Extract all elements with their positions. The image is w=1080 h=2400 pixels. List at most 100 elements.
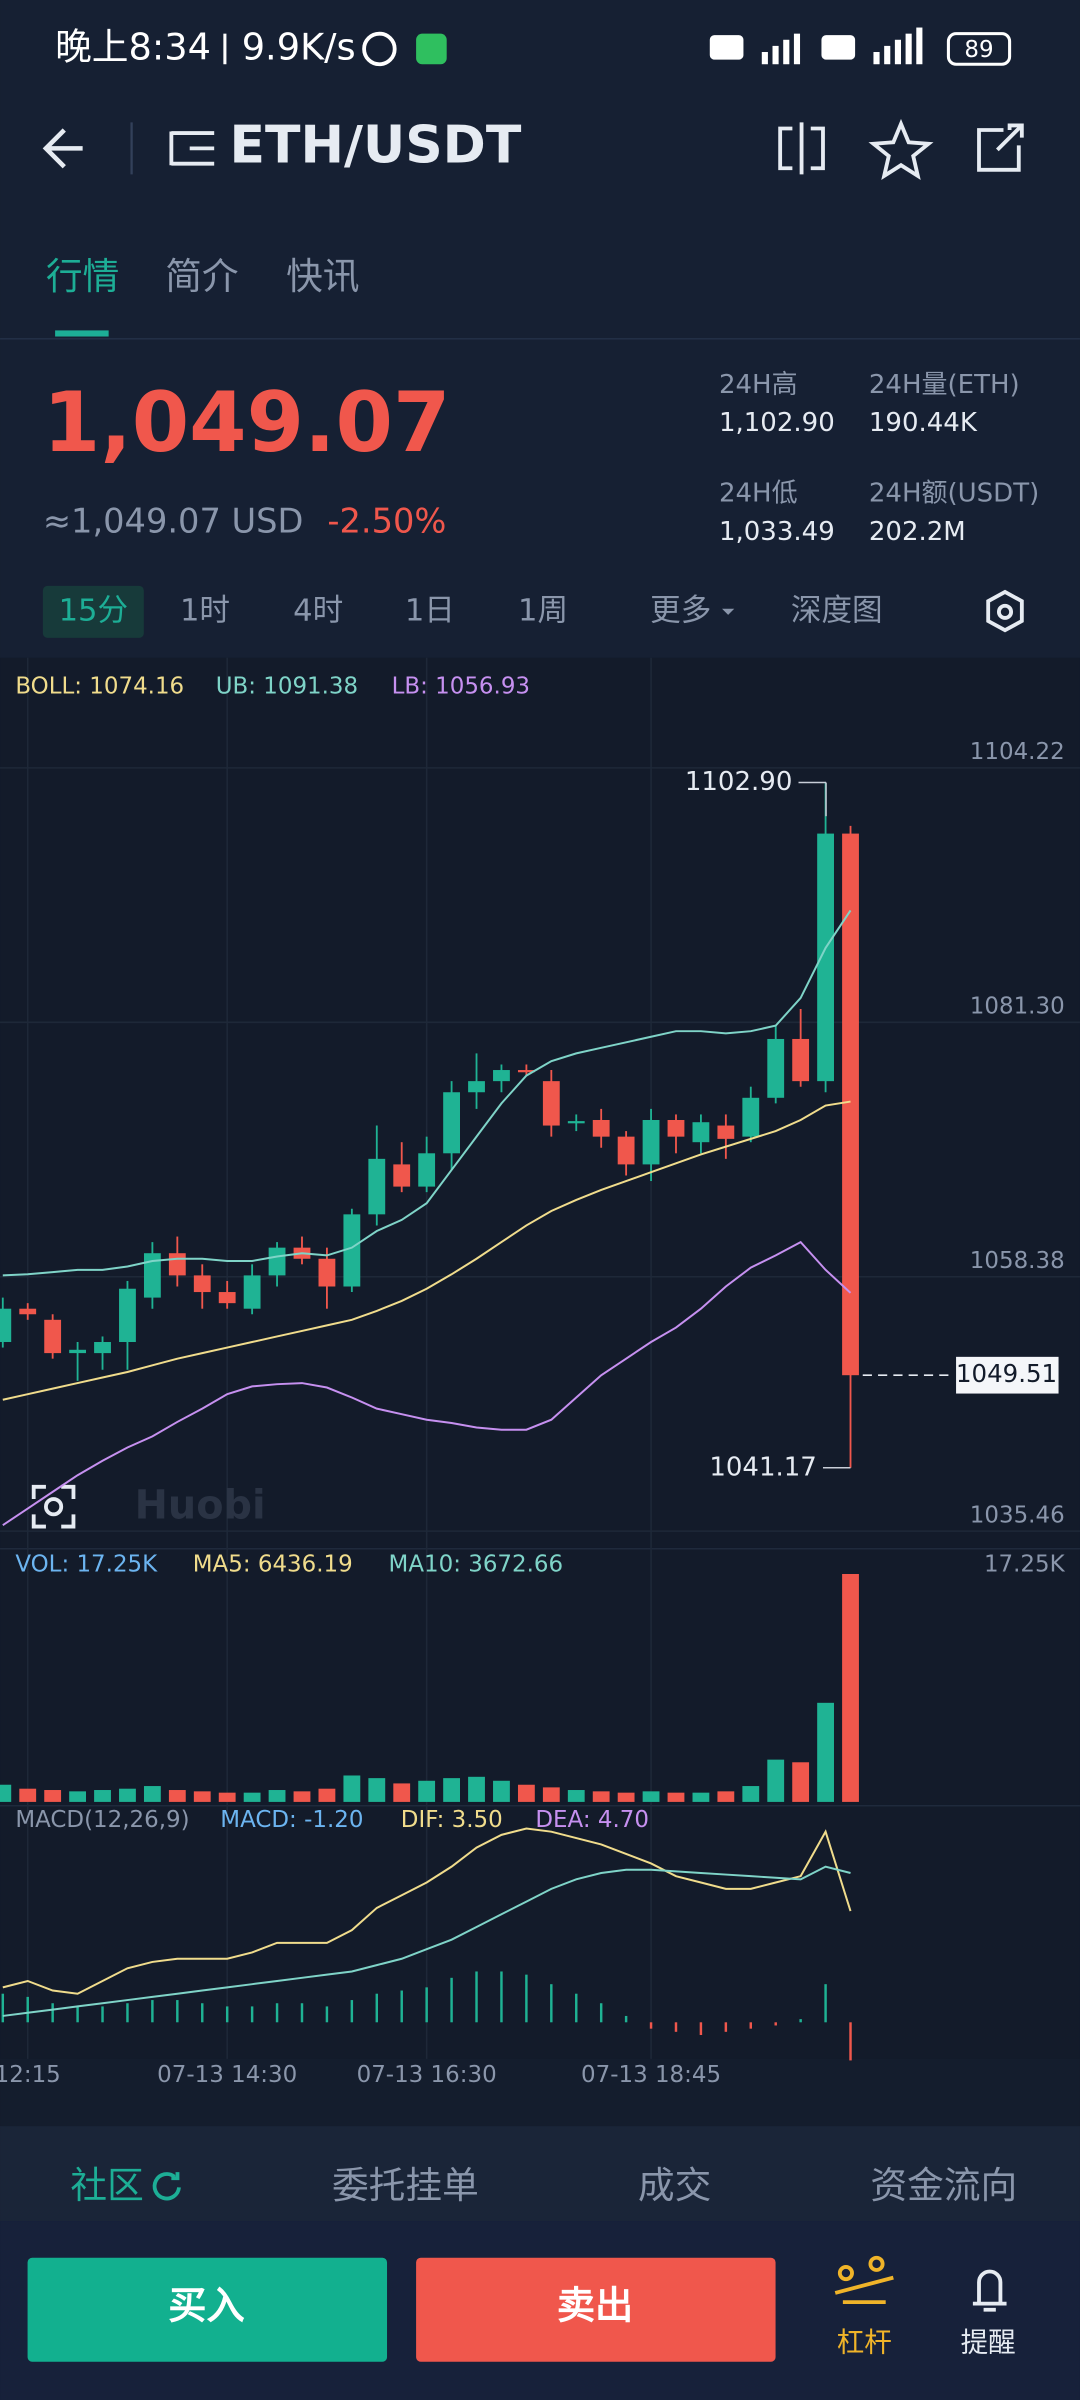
y-tick-label: 1104.22 <box>970 739 1065 765</box>
high-label: 1102.90 <box>685 767 793 797</box>
tab[interactable]: 快讯 <box>286 255 359 298</box>
battery-level: 89 <box>964 37 993 63</box>
watermark: Huobi <box>135 1483 266 1529</box>
candle-body <box>667 1119 685 1137</box>
candle-body <box>792 1038 810 1082</box>
usd-price: ≈1,049.07 USD <box>43 502 304 541</box>
pair-menu[interactable] <box>169 131 215 166</box>
candle-body <box>69 1349 87 1354</box>
status-speed: 9.9K/s <box>242 25 356 68</box>
leverage-label: 杠杆 <box>837 2326 892 2358</box>
volume-bar <box>393 1783 411 1802</box>
indicator-line <box>2 909 852 1277</box>
interval-active <box>42 585 144 638</box>
macd-bar <box>799 2019 802 2023</box>
volume-bar <box>293 1791 311 1802</box>
interval-tab[interactable]: 15分 <box>59 593 129 628</box>
indicator-label: DIF: 3.50 <box>401 1807 503 1833</box>
volume-bar <box>193 1791 211 1802</box>
macd-bar <box>176 2000 179 2023</box>
volume-bar <box>792 1762 810 1802</box>
settings-button[interactable] <box>986 589 1024 633</box>
buy-button[interactable] <box>27 2257 388 2362</box>
tab[interactable]: 行情 <box>46 255 119 298</box>
macd-bar <box>724 2022 728 2032</box>
candle-body <box>717 1125 735 1139</box>
macd-bar <box>250 2006 254 2023</box>
buy-label: 买入 <box>168 2285 244 2329</box>
volume-bar <box>443 1778 461 1802</box>
y-tick-label: 1081.30 <box>970 994 1065 1020</box>
candle-body <box>592 1119 610 1137</box>
indicator-label: MA10: 3672.66 <box>389 1551 564 1577</box>
bottom-tab[interactable]: 成交 <box>638 2164 711 2207</box>
interval-tab[interactable]: 更多 <box>650 593 711 628</box>
volume-bar <box>0 1784 12 1802</box>
stat-value: 1,033.49 <box>719 517 835 547</box>
sell-button[interactable] <box>416 2257 776 2362</box>
indicator-line <box>2 1827 852 1995</box>
macd-bar <box>849 2022 852 2061</box>
candle-body <box>119 1288 136 1343</box>
interval-tab[interactable]: 深度图 <box>791 593 883 628</box>
macd-bar <box>774 2022 777 2026</box>
bottom-tab[interactable]: 社区 <box>70 2164 143 2207</box>
volume-bar <box>343 1775 361 1802</box>
candle-body <box>193 1275 211 1293</box>
interval-tab[interactable]: 1日 <box>405 593 455 628</box>
volume-bar <box>94 1790 111 1802</box>
macd-bar <box>674 2022 678 2032</box>
share-button[interactable] <box>977 123 1024 172</box>
volume-bar <box>468 1776 485 1802</box>
volume-bar <box>243 1792 261 1802</box>
macd-bar <box>649 2022 653 2029</box>
volume-bar <box>493 1780 510 1802</box>
back-button[interactable] <box>42 128 83 169</box>
volume-bar <box>517 1784 535 1802</box>
stat-label: 24H高 <box>719 370 798 400</box>
macd-bar <box>575 1993 578 2023</box>
volume-bar <box>44 1790 62 1802</box>
tab-indicator <box>55 330 109 337</box>
indicator-label: MA5: 6436.19 <box>193 1551 353 1577</box>
more-caret <box>722 608 735 615</box>
macd-bar <box>824 1984 827 2023</box>
interval-tab[interactable]: 1时 <box>180 593 230 628</box>
bottom-tab[interactable]: 委托挂单 <box>332 2164 479 2207</box>
bottom-tab[interactable]: 资金流向 <box>870 2164 1017 2207</box>
volume-bar <box>567 1790 585 1802</box>
candle-body <box>94 1342 111 1354</box>
candle-body <box>168 1253 186 1276</box>
refresh-icon[interactable] <box>152 2172 181 2201</box>
scan-button[interactable] <box>31 1484 76 1529</box>
tab[interactable]: 简介 <box>165 255 238 298</box>
compare-button[interactable] <box>778 122 825 175</box>
macd-bar <box>525 1974 528 2023</box>
candle-body <box>842 833 859 1376</box>
stat-label: 24H低 <box>719 479 798 509</box>
macd-bar <box>475 1971 478 2023</box>
volume-bar <box>717 1791 735 1802</box>
macd-bar <box>500 1971 503 2023</box>
macd-bar <box>749 2022 753 2029</box>
y-tick-label: 17.25K <box>984 1551 1066 1577</box>
y-tick-label: 1058.38 <box>970 1248 1065 1274</box>
interval-tab[interactable]: 4时 <box>293 593 343 628</box>
macd-bar <box>126 2003 129 2023</box>
macd-bar <box>325 2006 329 2023</box>
volume-bar <box>268 1790 286 1802</box>
status-divider <box>223 33 227 65</box>
volume-bar <box>592 1791 610 1802</box>
stat-label: 24H额(USDT) <box>869 479 1039 509</box>
stat-value: 202.2M <box>869 517 966 547</box>
leverage-icon[interactable] <box>834 2255 894 2305</box>
volume-bar <box>742 1786 760 1802</box>
alert-icon[interactable] <box>972 2269 1007 2312</box>
volume-bar <box>69 1791 87 1802</box>
x-tick-label: 07-13 14:30 <box>157 2062 297 2088</box>
indicator-label: VOL: 17.25K <box>15 1551 158 1577</box>
favorite-button[interactable] <box>868 118 934 181</box>
macd-bar <box>350 2000 354 2023</box>
interval-tab[interactable]: 1周 <box>518 593 568 628</box>
